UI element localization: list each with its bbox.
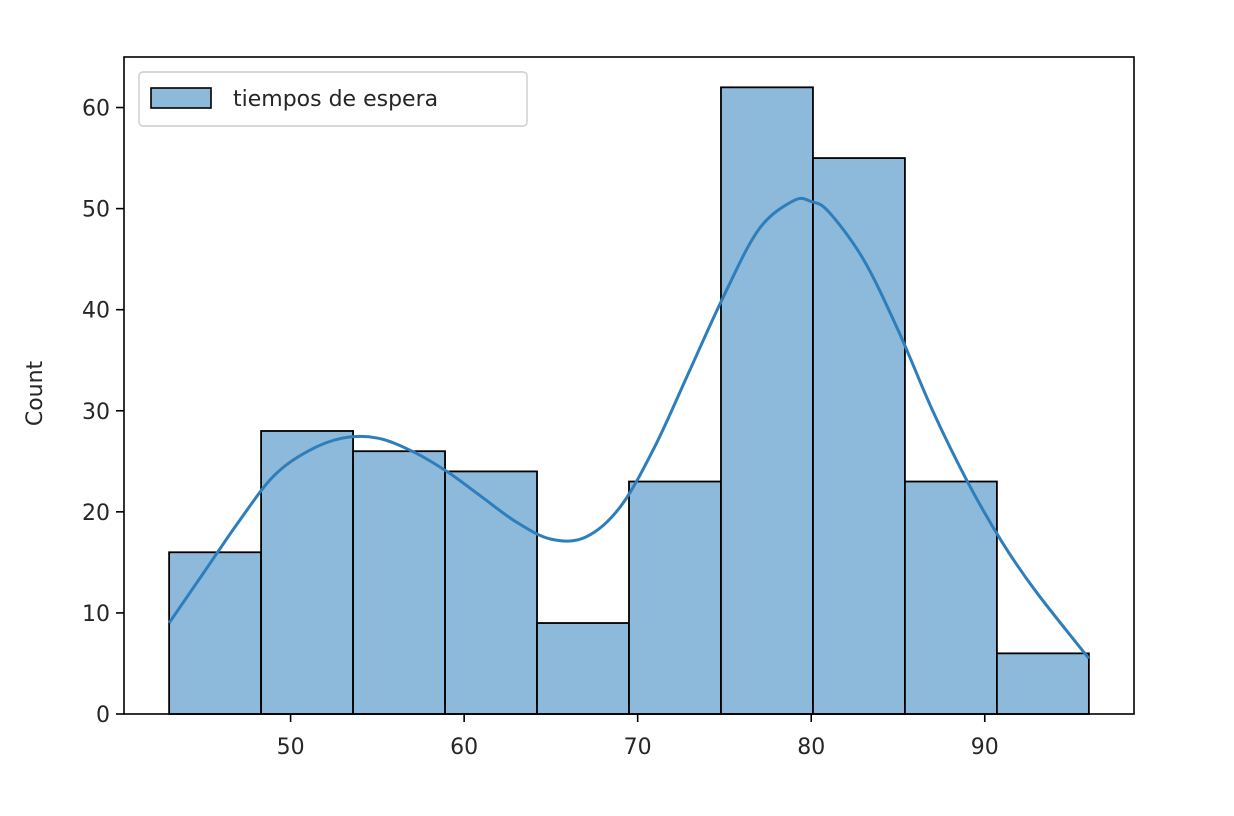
bars-layer xyxy=(168,86,1090,715)
histogram-bar-0 xyxy=(168,551,262,715)
histogram-bar-5 xyxy=(628,480,722,715)
x-axis: 50 60 70 80 90 xyxy=(277,714,999,760)
y-tick-label-60: 60 xyxy=(82,97,110,122)
y-tick-label-40: 40 xyxy=(82,299,110,324)
legend-swatch xyxy=(150,87,212,109)
histogram-bar-3 xyxy=(444,470,538,715)
legend: tiempos de espera xyxy=(138,71,528,127)
histogram-bar-1 xyxy=(260,430,354,715)
x-tick-label-50: 50 xyxy=(277,735,305,760)
histogram-bar-8 xyxy=(904,480,998,715)
histogram-bar-2 xyxy=(352,450,446,715)
histogram-bar-4 xyxy=(536,622,630,715)
y-tick-label-0: 0 xyxy=(96,703,110,728)
legend-label: tiempos de espera xyxy=(233,87,438,112)
y-tick-label-30: 30 xyxy=(82,400,110,425)
x-tick-label-70: 70 xyxy=(624,735,652,760)
histogram-bar-7 xyxy=(812,157,906,715)
y-tick-label-10: 10 xyxy=(82,602,110,627)
y-axis: 0 10 20 30 40 50 60 xyxy=(82,97,124,728)
histogram-bar-6 xyxy=(720,86,814,715)
kde-layer xyxy=(167,196,1091,660)
x-tick-label-80: 80 xyxy=(797,735,825,760)
histogram-bar-9 xyxy=(996,652,1090,715)
x-tick-label-60: 60 xyxy=(450,735,478,760)
plot-frame xyxy=(123,56,1135,715)
x-tick-label-90: 90 xyxy=(971,735,999,760)
legend-box xyxy=(138,71,528,127)
y-tick-label-50: 50 xyxy=(82,198,110,223)
kde-line xyxy=(167,196,1091,660)
y-tick-label-20: 20 xyxy=(82,501,110,526)
y-axis-label: Count xyxy=(23,360,48,426)
